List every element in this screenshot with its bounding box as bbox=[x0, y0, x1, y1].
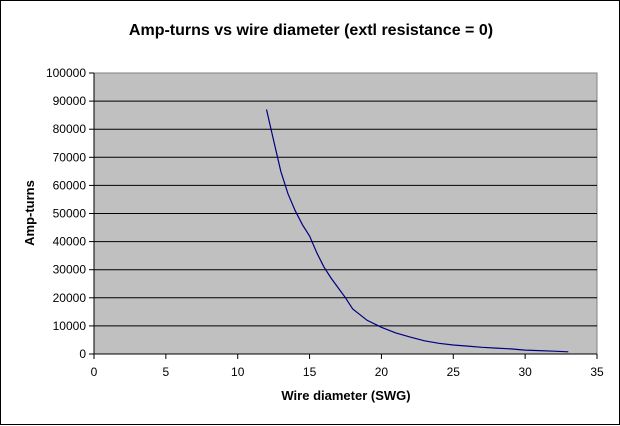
gridlines bbox=[94, 100, 597, 327]
y-tick-label: 20000 bbox=[53, 291, 87, 305]
y-tick-label: 40000 bbox=[53, 235, 87, 249]
y-tick-label: 10000 bbox=[53, 319, 87, 333]
y-tick-label: 70000 bbox=[53, 150, 87, 164]
y-tick-label: 90000 bbox=[53, 94, 87, 108]
x-tick-label: 35 bbox=[590, 365, 604, 379]
y-axis-title: Amp-turns bbox=[22, 180, 37, 246]
x-tick-label: 10 bbox=[231, 365, 245, 379]
chart-title: Amp-turns vs wire diameter (extl resista… bbox=[129, 22, 493, 39]
x-axis-title: Wire diameter (SWG) bbox=[281, 388, 410, 403]
series-line bbox=[265, 109, 569, 353]
x-tick-label: 25 bbox=[447, 365, 461, 379]
x-tick-label: 15 bbox=[303, 365, 317, 379]
x-tick-label: 30 bbox=[518, 365, 532, 379]
y-tick-label: 100000 bbox=[46, 66, 86, 80]
series-layer bbox=[265, 109, 569, 353]
x-tick-label: 0 bbox=[91, 365, 98, 379]
x-axis-ticks: 0 5 10 15 20 25 30 35 bbox=[91, 353, 604, 379]
x-tick-label: 5 bbox=[163, 365, 170, 379]
x-tick-label: 20 bbox=[375, 365, 389, 379]
y-tick-label: 60000 bbox=[53, 178, 87, 192]
y-axis-ticks: 0 10000 20000 30000 40000 50000 60000 70000 8000… bbox=[46, 66, 95, 361]
y-tick-label: 30000 bbox=[53, 263, 87, 277]
y-tick-label: 80000 bbox=[53, 122, 87, 136]
y-tick-label: 0 bbox=[79, 347, 86, 361]
y-tick-label: 50000 bbox=[53, 207, 87, 221]
